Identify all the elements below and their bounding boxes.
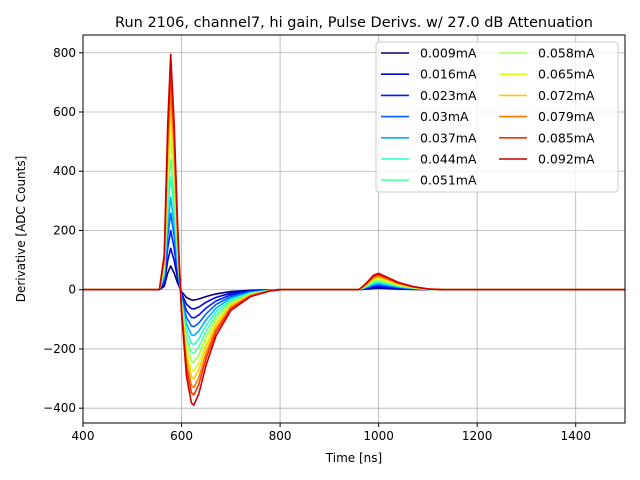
chart-title: Run 2106, channel7, hi gain, Pulse Deriv… [115, 15, 593, 31]
x-tick-label: 1000 [363, 429, 394, 443]
legend-label: 0.072mA [538, 88, 595, 103]
x-tick-label: 800 [269, 429, 292, 443]
y-tick-label: −200 [43, 342, 76, 356]
x-tick-label: 600 [170, 429, 193, 443]
y-tick-label: 800 [53, 46, 76, 60]
legend-label: 0.092mA [538, 152, 595, 167]
legend-label: 0.051mA [420, 173, 477, 188]
legend-box [375, 41, 619, 193]
x-tick-label: 1400 [560, 429, 591, 443]
legend: 0.009mA 0.016mA 0.023mA 0.03mA 0.037mA 0.044m… [375, 41, 619, 193]
legend-label: 0.037mA [420, 130, 477, 145]
legend-label: 0.016mA [420, 67, 477, 82]
legend-label: 0.009mA [420, 46, 477, 61]
legend-label: 0.065mA [538, 67, 595, 82]
y-tick-label: 200 [53, 223, 76, 237]
y-tick-label: −400 [43, 401, 76, 415]
series-line-0.092mA [83, 53, 625, 407]
plot-frame [82, 34, 626, 424]
legend-label: 0.079mA [538, 109, 595, 124]
y-tick-label: 0 [68, 283, 76, 297]
y-axis-label: Derivative [ADC Counts] [14, 156, 28, 303]
y-tick-label: 600 [53, 105, 76, 119]
x-tick-label: 1200 [462, 429, 493, 443]
axis-ticks: 400 600 800 1000 1200 1400 −400 −200 0 200 400 600 8… [43, 46, 591, 443]
legend-label: 0.03mA [420, 109, 469, 124]
series-line-0.044mA [83, 176, 625, 346]
legend-label: 0.044mA [420, 152, 477, 167]
legend-label: 0.085mA [538, 130, 595, 145]
x-axis-label: Time [ns] [325, 451, 382, 465]
y-tick-label: 400 [53, 164, 76, 178]
x-tick-label: 400 [72, 429, 95, 443]
series-line-0.065mA [83, 120, 625, 373]
legend-label: 0.058mA [538, 46, 595, 61]
legend-label: 0.023mA [420, 88, 477, 103]
series-lines [83, 53, 625, 407]
